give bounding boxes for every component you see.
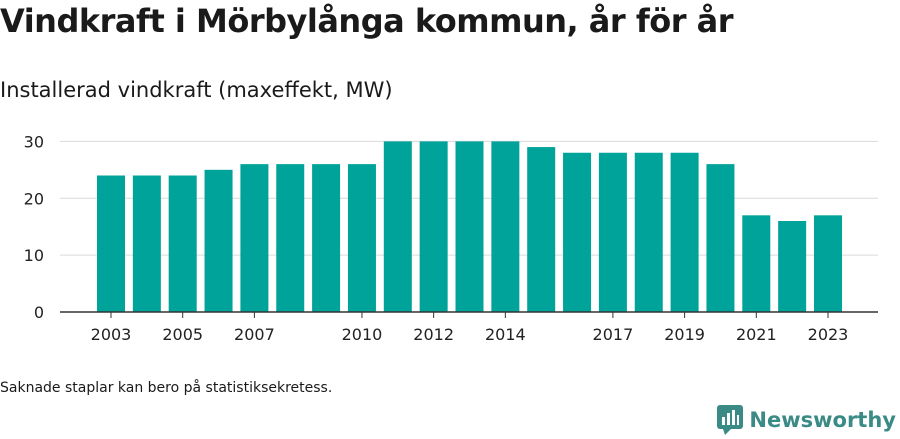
x-tick-label: 2023 <box>808 325 849 344</box>
bar-2004 <box>132 175 161 312</box>
bar-2003 <box>97 175 125 312</box>
bar-2015 <box>527 147 556 312</box>
bar-2009 <box>312 164 341 312</box>
bar-2012 <box>419 141 448 312</box>
bar-2011 <box>383 141 412 312</box>
chart-title: Vindkraft i Mörbylånga kommun, år för år <box>0 2 734 40</box>
bar-2008 <box>276 164 305 312</box>
newsworthy-logo-icon <box>717 405 744 435</box>
bar-2018 <box>634 152 663 312</box>
footnote: Saknade staplar kan bero på statistiksek… <box>0 380 333 396</box>
bar-chart: 0 10 20 30 2003 2005 2007 2010 2012 2014 2017 2019 2… <box>24 132 878 344</box>
bar-2017 <box>598 152 627 312</box>
bar-2007 <box>240 164 269 312</box>
axes: 0 10 20 30 2003 2005 2007 2010 2012 2014 2017 2019 2… <box>24 132 878 344</box>
y-tick-label: 0 <box>34 303 44 322</box>
brand-name: Newsworthy <box>749 408 896 432</box>
x-tick-label: 2021 <box>736 325 777 344</box>
chart-subtitle: Installerad vindkraft (maxeffekt, MW) <box>0 78 393 102</box>
bar-2022 <box>778 221 807 312</box>
x-tick-label: 2017 <box>593 325 634 344</box>
bar-2010 <box>347 164 376 312</box>
bar-2023 <box>814 215 842 312</box>
x-tick-label: 2019 <box>664 325 705 344</box>
y-tick-label: 10 <box>24 246 44 265</box>
bar-2005 <box>168 175 197 312</box>
bar-2013 <box>455 141 484 312</box>
bar-2020 <box>706 164 735 312</box>
brand-logo[interactable]: Newsworthy <box>717 405 896 435</box>
x-tick-label: 2010 <box>342 325 383 344</box>
y-tick-label: 30 <box>24 132 44 151</box>
x-tick-label: 2003 <box>91 325 132 344</box>
x-tick-label: 2005 <box>162 325 203 344</box>
bars <box>97 141 842 312</box>
bar-2021 <box>742 215 771 312</box>
x-tick-label: 2012 <box>413 325 454 344</box>
bar-2006 <box>204 169 233 312</box>
bar-2014 <box>491 141 520 312</box>
x-tick-label: 2007 <box>234 325 275 344</box>
bar-2019 <box>670 152 699 312</box>
bar-2016 <box>563 152 592 312</box>
x-tick-label: 2014 <box>485 325 526 344</box>
y-tick-label: 20 <box>24 189 44 208</box>
